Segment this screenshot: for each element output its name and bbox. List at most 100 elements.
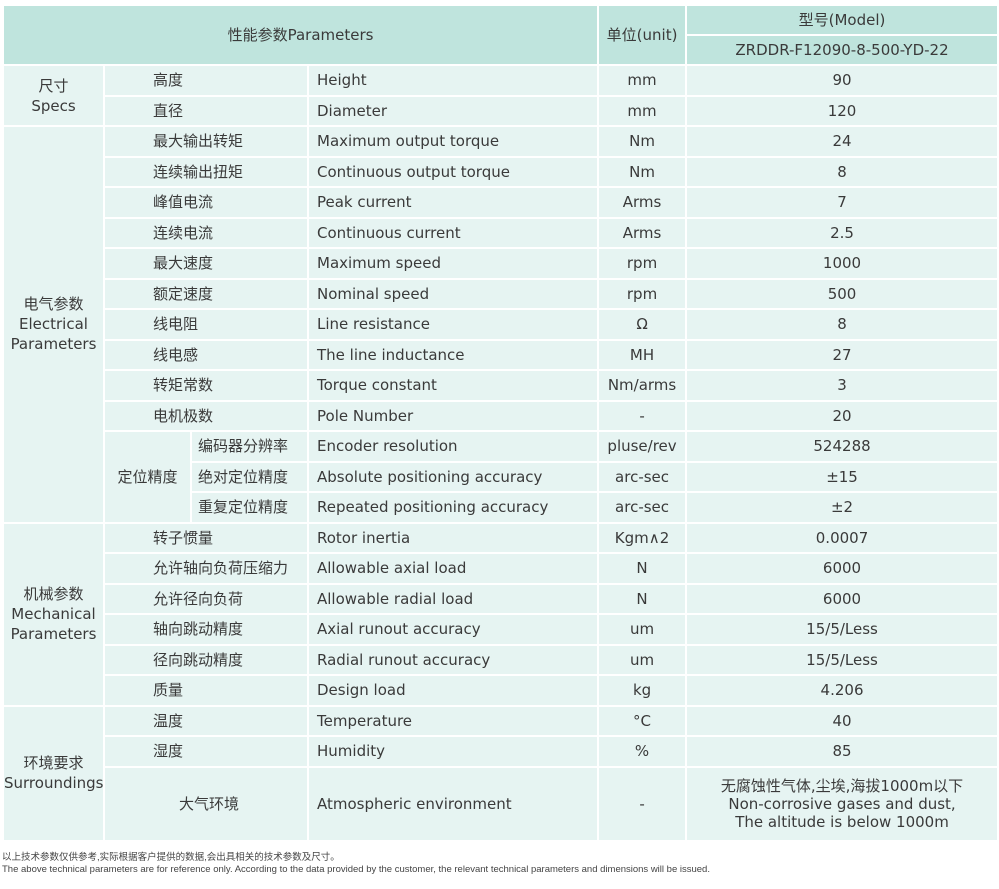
table-row: 额定速度 Nominal speed rpm 500 (3, 277, 999, 310)
unit-cell: Arms (597, 216, 688, 249)
value-cell: 0.0007 (685, 521, 999, 554)
param-name-cn: 最大输出转矩 (103, 125, 309, 158)
unit-cell: Ω (597, 308, 688, 341)
param-name-en: Repeated positioning accuracy (306, 491, 600, 524)
category-en: Surroundings (4, 774, 104, 792)
table-row: 环境要求 Surroundings 温度 Temperature °C 40 (2, 704, 999, 842)
unit-cell: °C (597, 704, 688, 737)
value-cell: ±15 (685, 460, 999, 493)
subgroup-cell: 定位精度 (103, 430, 192, 524)
unit-cell: % (597, 735, 688, 768)
table-row: 电机极数 Pole Number -20 (3, 399, 999, 432)
unit-cell: Kgm∧2 (597, 521, 688, 554)
table-row: 机械参数 Mechanical Parameters 转子惯量 Rotor inert… (2, 521, 999, 707)
table-row: 重复定位精度 Repeated positioning accuracy arc-s… (3, 491, 999, 524)
category-en: Mechanical Parameters (10, 605, 97, 643)
unit-cell: Nm (597, 155, 688, 188)
param-name-en: Continuous output torque (306, 155, 600, 188)
value-cell: 7 (685, 186, 999, 219)
value-cell: 524288 (685, 430, 999, 463)
unit-cell: Arms (597, 186, 688, 219)
param-name-cn: 峰值电流 (103, 186, 309, 219)
unit-cell: - (597, 399, 688, 432)
category-cell: 环境要求 Surroundings (2, 704, 105, 842)
param-name-en: Torque constant (306, 369, 600, 402)
value-cell: 8 (685, 155, 999, 188)
param-name-cn: 轴向跳动精度 (103, 613, 309, 646)
category-cn: 电气参数 (23, 295, 84, 314)
param-name-en: Humidity (306, 735, 600, 768)
category-cn: 尺寸 (38, 76, 69, 95)
model-name: ZRDDR-F12090-8-500-YD-22 (685, 34, 999, 66)
param-name-en: Atmospheric environment (306, 765, 600, 842)
param-name-en: Temperature (306, 704, 600, 737)
unit-cell: N (597, 552, 688, 585)
param-name-cn: 径向跳动精度 (103, 643, 309, 676)
table-row: 峰值电流 Peak current Arms 7 (3, 186, 999, 219)
parameters-header: 性能参数Parameters (1, 4, 600, 66)
param-name-en: Maximum output torque (306, 125, 600, 158)
param-name-cn: 绝对定位精度 (190, 460, 309, 493)
param-name-en: Design load (306, 674, 600, 707)
unit-cell: Nm/arms (597, 369, 688, 402)
param-name-en: Nominal speed (306, 277, 600, 310)
value-cell: 4.206 (685, 674, 999, 707)
value-cell: 90 (685, 64, 999, 97)
table-row: 连续输出扭矩 Continuous output torque Nm 8 (3, 155, 999, 188)
param-name-cn: 大气环境 (103, 765, 309, 842)
value-cell: 8 (685, 308, 999, 341)
value-cell: 20 (685, 399, 999, 432)
unit-cell: MH (597, 338, 688, 371)
category-cell: 机械参数 Mechanical Parameters (2, 521, 105, 707)
param-name-cn: 连续电流 (103, 216, 309, 249)
category-cell: 电气参数 Electrical Parameters (2, 125, 105, 524)
spec-table: 性能参数Parameters 单位(unit) 型号(Model) ZRDDR-… (1, 4, 999, 842)
unit-cell: - (597, 765, 688, 842)
param-name-cn: 湿度 (103, 735, 309, 768)
unit-cell: pluse/rev (597, 430, 688, 463)
param-name-cn: 线电感 (103, 338, 309, 371)
unit-cell: arc-sec (597, 491, 688, 524)
unit-cell: N (597, 582, 688, 615)
table-row: 允许轴向负荷压缩力 Allowable axial load N 6000 (3, 552, 999, 585)
param-name-cn: 额定速度 (103, 277, 309, 310)
category-cn: 机械参数 (23, 585, 84, 603)
value-cell: 500 (685, 277, 999, 310)
param-name-cn: 连续输出扭矩 (103, 155, 309, 188)
param-name-en: Radial runout accuracy (306, 643, 600, 676)
param-name-cn: 高度 (103, 64, 309, 97)
table-row: 连续电流 Continuous current Arms 2.5 (3, 216, 999, 249)
note-cn: 以上技术参数仅供参考,实际根据客户提供的数据,会出具相关的技术参数及尺寸。 (2, 852, 340, 863)
param-name-en: Allowable axial load (306, 552, 600, 585)
table-row: 线电感 The line inductance MH 27 (3, 338, 999, 371)
table-row: 轴向跳动精度 Axial runout accuracy um 15/5/Less (3, 613, 999, 646)
model-header: 型号(Model) (685, 4, 999, 36)
unit-cell: rpm (597, 247, 688, 280)
value-cell: 15/5/Less (685, 613, 999, 646)
unit-cell: kg (597, 674, 688, 707)
param-name-cn: 允许轴向负荷压缩力 (103, 552, 309, 585)
table-row: 直径 Diameter mm 120 (3, 94, 999, 127)
table-row: 大气环境 Atmospheric environment - 无腐蚀性气体,尘埃,海拔… (3, 765, 999, 842)
param-name-en: Rotor inertia (306, 521, 600, 554)
table-row: 径向跳动精度 Radial runout accuracy um 15/5/Less (3, 643, 999, 676)
table-row: 转矩常数 Torque constant Nm/arms 3 (3, 369, 999, 402)
unit-cell: Nm (597, 125, 688, 158)
param-name-en: Allowable radial load (306, 582, 600, 615)
value-cell: 40 (685, 704, 999, 737)
table-row: 最大速度 Maximum speed rpm 1000 (3, 247, 999, 280)
param-name-cn: 最大速度 (103, 247, 309, 280)
param-name-en: Continuous current (306, 216, 600, 249)
unit-cell: mm (597, 64, 688, 97)
table-row: 质量 Design load kg 4.206 (3, 674, 999, 707)
param-name-cn: 允许径向负荷 (103, 582, 309, 615)
unit-header: 单位(unit) (597, 4, 688, 66)
table-row: 允许径向负荷 Allowable radial load N 6000 (3, 582, 999, 615)
param-name-en: Encoder resolution (306, 430, 600, 463)
table-row: 定位精度 编码器分辨率 Encoder resolution pluse/rev 524… (3, 430, 999, 524)
param-name-cn: 温度 (103, 704, 309, 737)
param-name-cn: 转子惯量 (103, 521, 309, 554)
value-cell: 27 (685, 338, 999, 371)
param-name-cn: 电机极数 (103, 399, 309, 432)
table-row: 线电阻 Line resistance Ω 8 (3, 308, 999, 341)
